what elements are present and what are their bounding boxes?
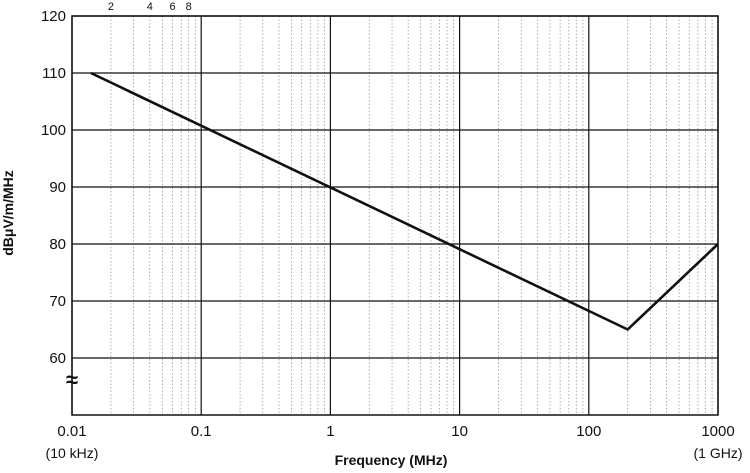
y-tick-label: 120 [41,8,66,25]
x-tick-label: 1 [326,423,334,440]
x-tick-label: 100 [576,423,601,440]
minor-tick-label: 2 [108,1,114,13]
x-axis-title: Frequency (MHz) [335,452,448,468]
plot-frame [71,15,719,416]
x-tick-label: 1000 [701,423,734,440]
minor-tick-label: 6 [169,1,175,13]
axis-break-symbol: ≈ [66,367,78,392]
y-tick-label: 70 [49,293,66,310]
minor-tick-label: 8 [186,1,192,13]
x-tick-sublabel: (1 GHz) [694,445,743,461]
x-tick-label: 0.01 [57,423,86,440]
y-tick-label: 110 [42,65,66,82]
y-tick-label: 60 [49,350,66,367]
x-tick-label: 10 [451,423,468,440]
y-tick-label: 80 [49,236,66,253]
series-layer [90,71,719,332]
x-tick-label: 0.1 [191,423,212,440]
series-line [90,71,719,332]
x-tick-sublabel: (10 kHz) [46,445,99,461]
grid [71,15,719,415]
minor-tick-label: 4 [147,1,153,13]
y-axis-title: dBμV/m/MHz [0,170,16,256]
y-tick-label: 90 [49,179,66,196]
y-tick-label: 100 [41,122,66,139]
